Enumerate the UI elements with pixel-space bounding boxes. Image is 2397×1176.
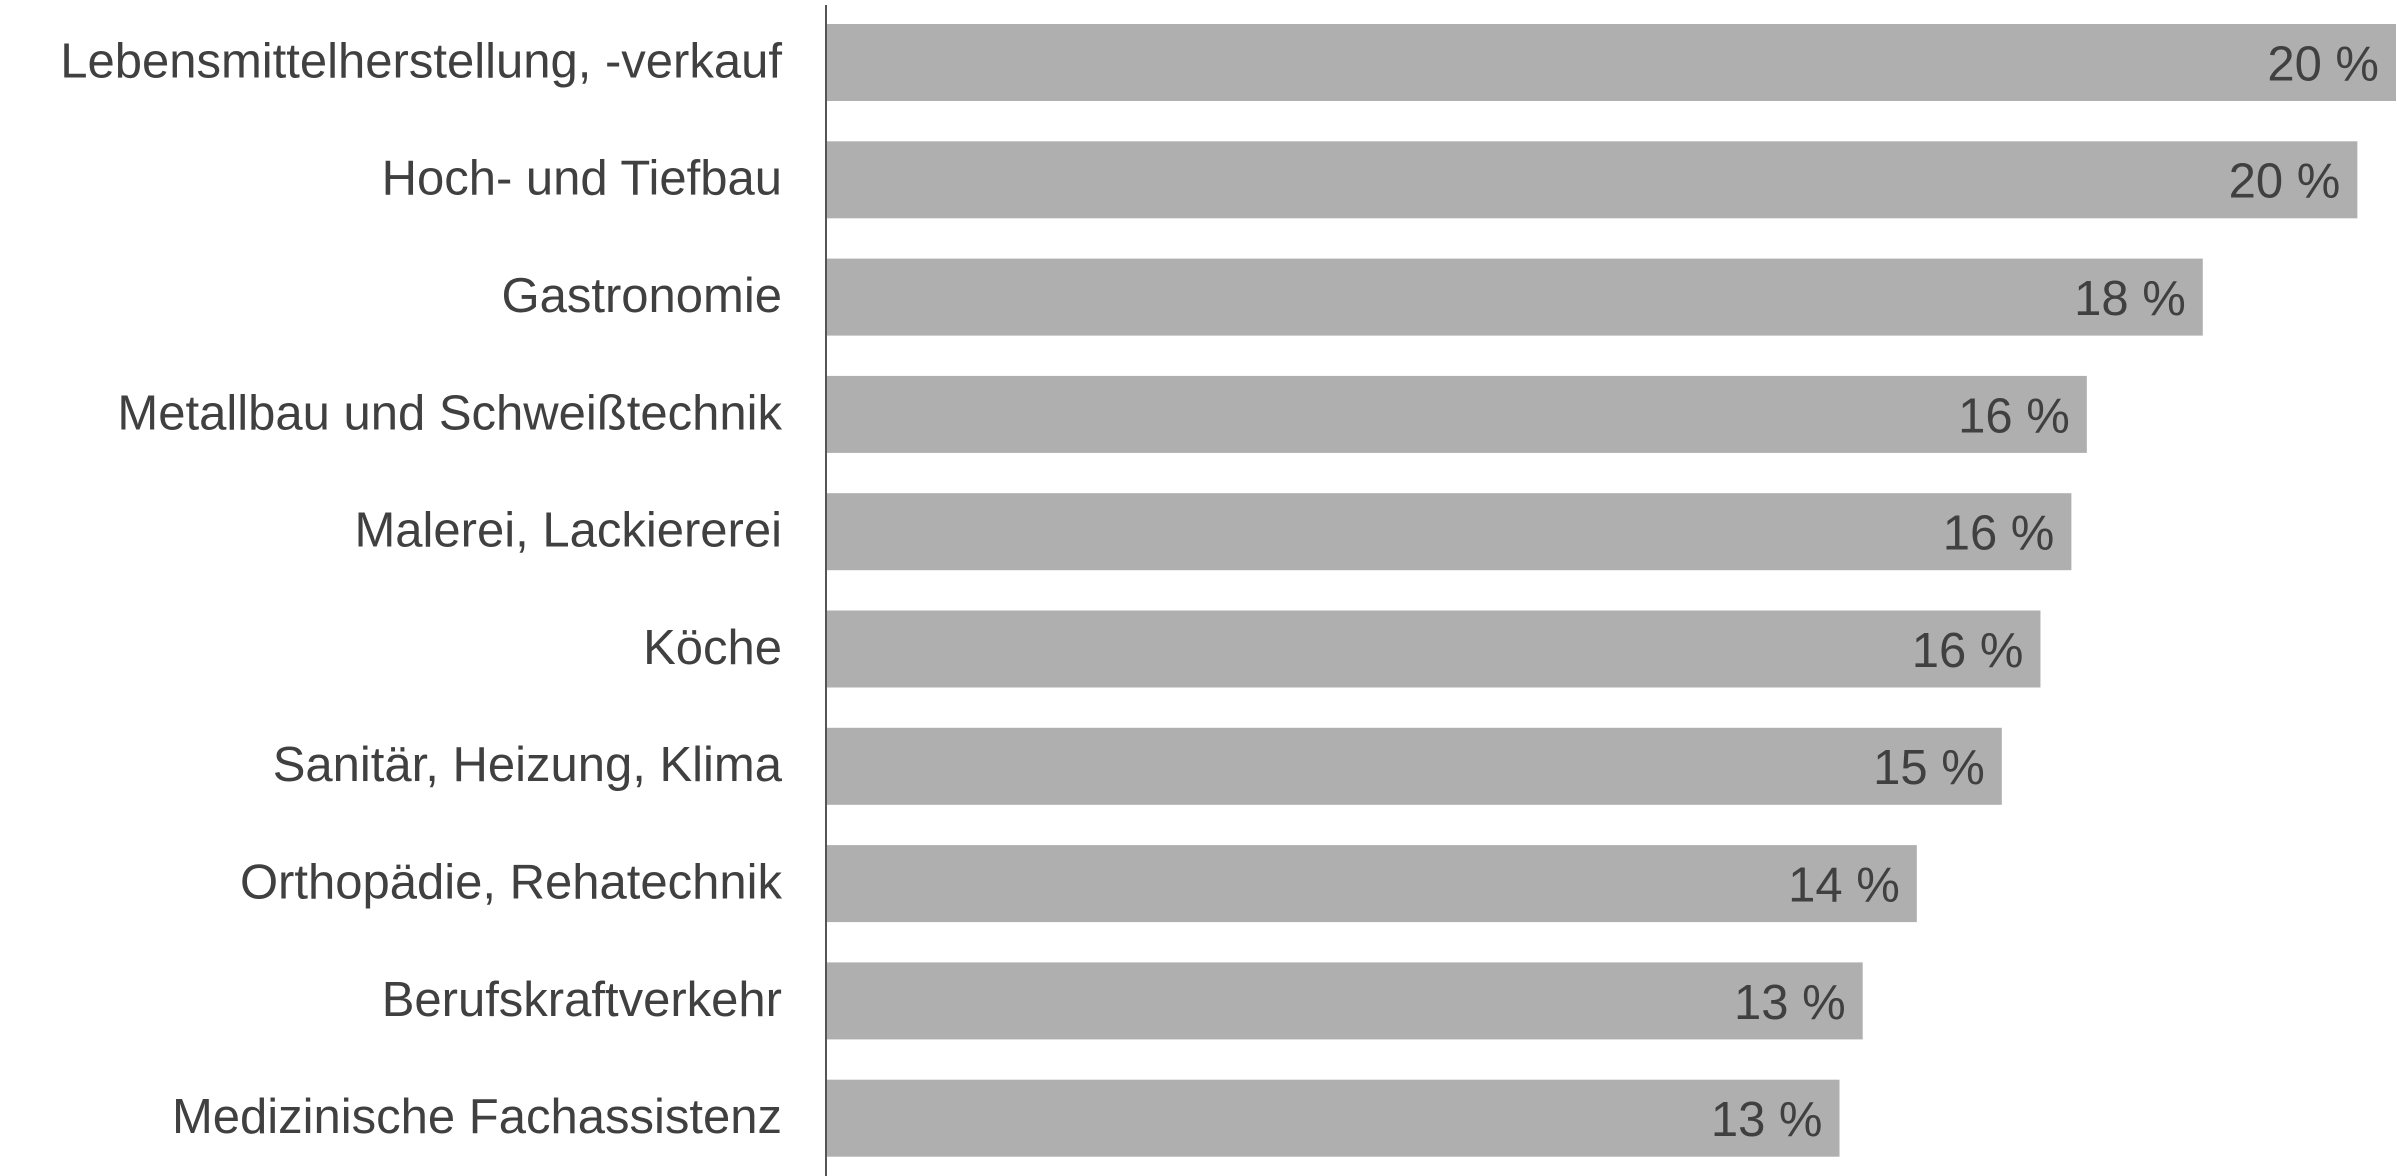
value-label: 20 % — [2229, 155, 2341, 209]
value-label: 16 % — [1912, 624, 2024, 678]
category-label: Gastronomie — [501, 269, 782, 323]
bar — [827, 962, 1863, 1040]
category-label: Medizinische Fachassistenz — [172, 1090, 782, 1144]
value-label: 13 % — [1734, 976, 1846, 1030]
bar — [827, 610, 2041, 688]
bar — [827, 141, 2358, 219]
value-label: 16 % — [1943, 507, 2055, 561]
value-label: 20 % — [2267, 37, 2379, 91]
bar — [827, 24, 2396, 101]
bar — [827, 493, 2072, 571]
value-label: 13 % — [1711, 1093, 1823, 1147]
category-label: Metallbau und Schweißtechnik — [117, 386, 782, 440]
bar — [827, 258, 2203, 336]
bar — [827, 845, 1917, 923]
category-label: Sanitär, Heizung, Klima — [273, 738, 783, 792]
category-label: Hoch- und Tiefbau — [382, 152, 782, 206]
category-label: Orthopädie, Rehatechnik — [240, 856, 783, 910]
category-label: Malerei, Lackiererei — [354, 504, 782, 558]
bar — [827, 1079, 1840, 1157]
value-label: 15 % — [1873, 741, 1985, 795]
value-label: 18 % — [2074, 272, 2186, 326]
category-label: Berufskraftverkehr — [382, 973, 782, 1027]
value-label: 16 % — [1958, 389, 2070, 443]
category-label: Köche — [643, 621, 782, 675]
category-label: Lebensmittelherstellung, -verkauf — [60, 34, 782, 88]
value-label: 14 % — [1788, 859, 1900, 913]
bar — [827, 727, 2002, 805]
bar — [827, 375, 2087, 453]
